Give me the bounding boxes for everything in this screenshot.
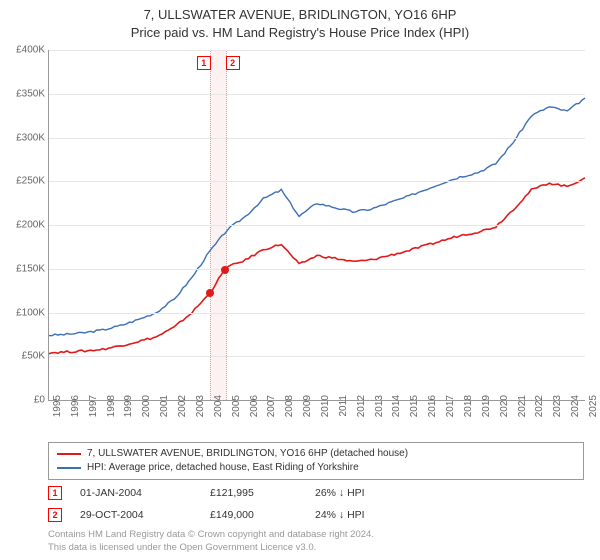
x-axis-label: 2021 (517, 395, 528, 425)
y-axis-label: £100K (3, 307, 45, 318)
sale-price: £121,995 (210, 487, 315, 499)
chart-plot-area: £0£50K£100K£150K£200K£250K£300K£350K£400… (48, 50, 585, 401)
x-axis-label: 2009 (302, 395, 313, 425)
series-line (49, 98, 585, 336)
y-axis-label: £50K (3, 351, 45, 362)
footer-line-2: This data is licensed under the Open Gov… (48, 542, 374, 554)
sale-row: 2 29-OCT-2004 £149,000 24% ↓ HPI (48, 508, 415, 522)
x-axis-label: 2014 (391, 395, 402, 425)
sale-date: 29-OCT-2004 (80, 509, 210, 521)
x-axis-label: 2022 (534, 395, 545, 425)
title-line-2: Price paid vs. HM Land Registry's House … (0, 24, 600, 42)
y-axis-label: £200K (3, 220, 45, 231)
x-axis-label: 2017 (445, 395, 456, 425)
x-axis-label: 2013 (374, 395, 385, 425)
x-axis-label: 2012 (356, 395, 367, 425)
x-axis-label: 2025 (588, 395, 599, 425)
x-axis-label: 2002 (177, 395, 188, 425)
x-axis-label: 2024 (570, 395, 581, 425)
sale-price: £149,000 (210, 509, 315, 521)
gridline (49, 181, 585, 182)
sale-delta: 26% ↓ HPI (315, 487, 415, 499)
gridline (49, 356, 585, 357)
x-axis-label: 2000 (141, 395, 152, 425)
sale-index-badge: 2 (48, 508, 62, 522)
x-axis-label: 2019 (481, 395, 492, 425)
gridline (49, 50, 585, 51)
event-dot (221, 266, 229, 274)
legend-swatch (57, 453, 81, 455)
x-axis-label: 1999 (123, 395, 134, 425)
event-dot (206, 289, 214, 297)
x-axis-label: 1996 (70, 395, 81, 425)
event-marker-badge: 1 (197, 56, 211, 70)
x-axis-label: 2006 (249, 395, 260, 425)
x-axis-label: 2010 (320, 395, 331, 425)
x-axis-label: 1995 (52, 395, 63, 425)
x-axis-label: 2003 (195, 395, 206, 425)
gridline (49, 313, 585, 314)
x-axis-label: 2004 (213, 395, 224, 425)
x-axis-label: 2001 (159, 395, 170, 425)
legend-swatch (57, 467, 81, 469)
x-axis-label: 2005 (231, 395, 242, 425)
sale-delta: 24% ↓ HPI (315, 509, 415, 521)
y-axis-label: £250K (3, 176, 45, 187)
sale-index-badge: 1 (48, 486, 62, 500)
footer-line-1: Contains HM Land Registry data © Crown c… (48, 529, 374, 541)
x-axis-label: 2020 (499, 395, 510, 425)
y-axis-label: £300K (3, 132, 45, 143)
sale-row: 1 01-JAN-2004 £121,995 26% ↓ HPI (48, 486, 415, 500)
gridline (49, 225, 585, 226)
y-axis-label: £350K (3, 88, 45, 99)
y-axis-label: £150K (3, 263, 45, 274)
x-axis-label: 2023 (552, 395, 563, 425)
gridline (49, 138, 585, 139)
sale-date: 01-JAN-2004 (80, 487, 210, 499)
title-block: 7, ULLSWATER AVENUE, BRIDLINGTON, YO16 6… (0, 0, 600, 42)
footer-attribution: Contains HM Land Registry data © Crown c… (48, 529, 374, 554)
x-axis-label: 2007 (266, 395, 277, 425)
x-axis-label: 2008 (284, 395, 295, 425)
legend-box: 7, ULLSWATER AVENUE, BRIDLINGTON, YO16 6… (48, 442, 584, 480)
x-axis-label: 1998 (106, 395, 117, 425)
x-axis-label: 2016 (427, 395, 438, 425)
x-axis-label: 2015 (409, 395, 420, 425)
chart-container: 7, ULLSWATER AVENUE, BRIDLINGTON, YO16 6… (0, 0, 600, 560)
x-axis-label: 2018 (463, 395, 474, 425)
title-line-1: 7, ULLSWATER AVENUE, BRIDLINGTON, YO16 6… (0, 6, 600, 24)
legend-item: 7, ULLSWATER AVENUE, BRIDLINGTON, YO16 6… (57, 447, 575, 461)
legend-item: HPI: Average price, detached house, East… (57, 461, 575, 475)
gridline (49, 94, 585, 95)
y-axis-label: £400K (3, 45, 45, 56)
gridline (49, 269, 585, 270)
event-marker-badge: 2 (226, 56, 240, 70)
y-axis-label: £0 (3, 395, 45, 406)
legend-label: HPI: Average price, detached house, East… (87, 461, 359, 475)
legend-label: 7, ULLSWATER AVENUE, BRIDLINGTON, YO16 6… (87, 447, 408, 461)
x-axis-label: 1997 (88, 395, 99, 425)
x-axis-label: 2011 (338, 395, 349, 425)
